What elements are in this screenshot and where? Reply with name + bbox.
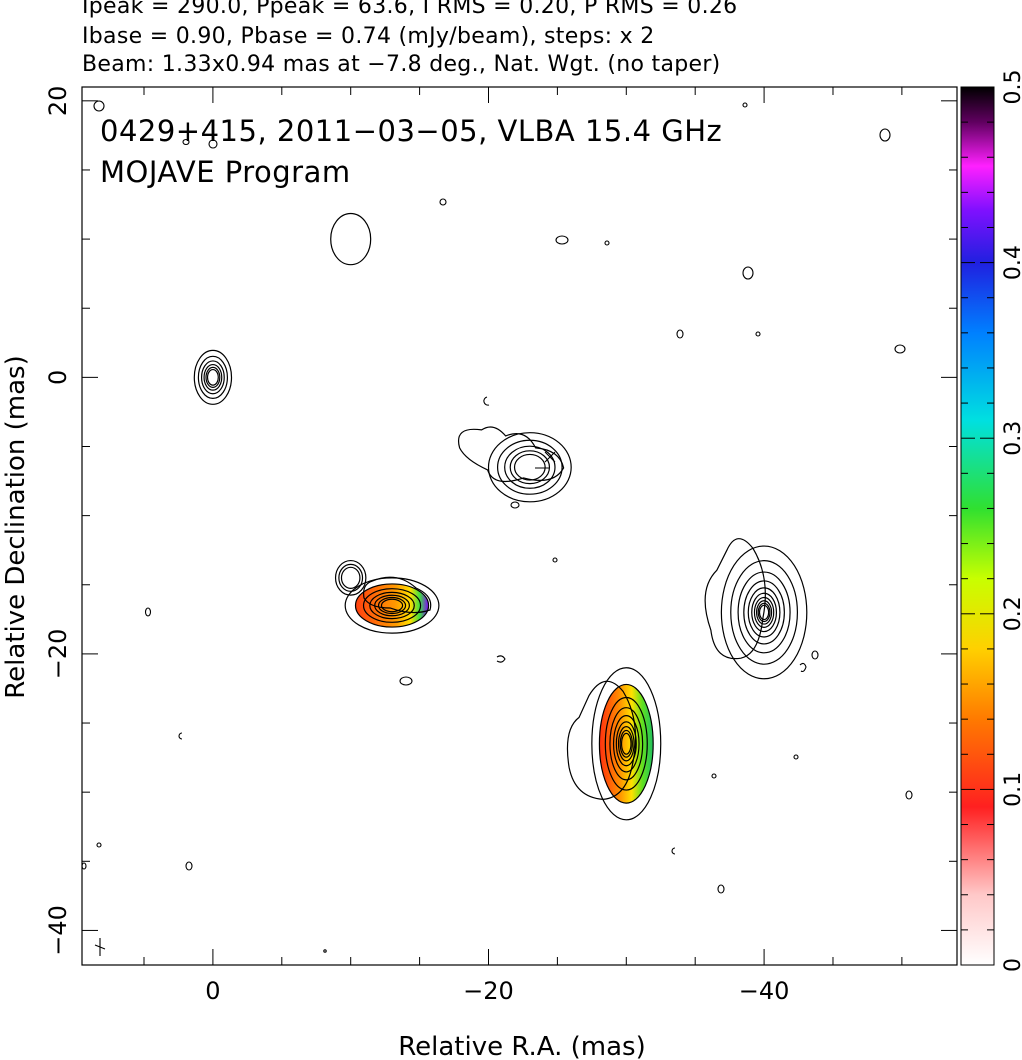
- noise-contour: [82, 862, 87, 870]
- contour-level: [757, 602, 771, 623]
- contour-envelope: [363, 576, 432, 614]
- contour-level: [737, 571, 791, 654]
- y-tick-label: 20: [44, 86, 72, 117]
- noise-contour: [483, 396, 490, 406]
- polarization-region: [599, 684, 654, 804]
- contour-level: [619, 729, 633, 758]
- polarization-region: [355, 583, 429, 628]
- contour-level: [612, 715, 640, 773]
- plot-frame: [81, 86, 958, 966]
- noise-contour: [811, 650, 819, 660]
- noise-contour: [894, 344, 906, 354]
- contour-level: [354, 583, 430, 628]
- contour-envelope: [458, 426, 565, 483]
- colorbar-tick-label: 0.1: [1001, 772, 1022, 807]
- header-line-1: Ipeak = 290.0, Ppeak = 63.6, I RMS = 0.2…: [82, 0, 738, 19]
- x-tick-label: −40: [739, 977, 790, 1005]
- contour-level: [513, 453, 546, 481]
- noise-contour: [510, 501, 520, 509]
- colorbar-tick-label: 0.4: [1001, 245, 1022, 280]
- contour-level: [334, 559, 367, 596]
- noise-contour: [552, 557, 558, 563]
- noise-contour: [793, 754, 799, 760]
- contour-level: [620, 732, 632, 755]
- noise-contour: [671, 847, 676, 855]
- noise-contour: [178, 732, 183, 740]
- colorbar-tick-label: 0: [1001, 958, 1022, 972]
- contour-level: [338, 563, 364, 592]
- contour-level: [496, 439, 563, 495]
- colorbar-tick-label: 0.5: [1001, 70, 1022, 105]
- noise-contour: [879, 128, 891, 142]
- contour-level: [340, 566, 361, 589]
- y-tick-label: −20: [44, 629, 72, 680]
- colorbar: [960, 86, 995, 966]
- noise-contour: [182, 138, 190, 146]
- contour-level: [487, 432, 572, 503]
- noise-contour: [185, 861, 193, 871]
- noise-contour: [711, 773, 717, 779]
- contour-level: [591, 667, 662, 821]
- noise-contour: [93, 100, 105, 112]
- contour-level: [747, 587, 781, 638]
- noise-contour: [604, 240, 610, 246]
- noise-contour: [535, 451, 556, 469]
- noise-contour: [96, 842, 102, 848]
- contour-level: [205, 366, 221, 388]
- contour-level: [758, 604, 770, 621]
- contour-envelope: [704, 538, 766, 660]
- beam-marker: [94, 938, 106, 956]
- x-tick-label: −20: [463, 977, 514, 1005]
- contour-level: [377, 596, 407, 615]
- contour-level: [206, 368, 219, 386]
- contour-level: [615, 721, 637, 767]
- noise-contour: [799, 662, 807, 673]
- noise-contour: [399, 676, 413, 686]
- contour-level: [609, 707, 644, 781]
- contour-level: [197, 355, 229, 399]
- contour-level: [362, 588, 422, 623]
- contour-level: [504, 445, 556, 489]
- noise-contour: [742, 102, 748, 108]
- contour-level: [203, 363, 223, 391]
- noise-contour: [439, 198, 447, 206]
- contour-level: [193, 349, 233, 405]
- contour-level: [753, 596, 775, 628]
- noise-contour: [676, 329, 684, 339]
- x-tick-label: 0: [205, 977, 220, 1005]
- contour-envelope: [566, 680, 637, 800]
- noise-contour: [555, 235, 569, 245]
- noise-contour: [323, 949, 327, 953]
- y-axis-label: Relative Declination (mas): [1, 355, 31, 698]
- contour-level: [330, 212, 372, 266]
- y-tick-label: 0: [44, 370, 72, 385]
- noise-contour: [742, 266, 754, 280]
- noise-contour: [144, 607, 152, 617]
- noise-contour: [717, 884, 725, 894]
- contour-level: [509, 450, 551, 485]
- contour-level: [751, 592, 778, 633]
- noise-contour: [496, 655, 506, 663]
- contour-level: [380, 598, 404, 613]
- noise-contour: [905, 790, 913, 800]
- contour-level: [598, 683, 654, 804]
- program-title: MOJAVE Program: [100, 155, 351, 189]
- contour-level: [200, 360, 225, 395]
- header-line-2: Ibase = 0.90, Pbase = 0.74 (mJy/beam), s…: [82, 24, 655, 49]
- x-axis-label: Relative R.A. (mas): [398, 1032, 645, 1060]
- y-tick-label: −40: [44, 905, 72, 956]
- contour-level: [720, 545, 808, 680]
- contour-level: [730, 560, 799, 665]
- header-line-3: Beam: 1.33x0.94 mas at −7.8 deg., Nat. W…: [82, 52, 721, 77]
- contour-level: [617, 726, 635, 762]
- source-title: 0429+415, 2011−03−05, VLBA 15.4 GHz: [100, 114, 723, 148]
- contour-level: [369, 591, 415, 620]
- noise-contour: [755, 331, 761, 337]
- colorbar-tick-label: 0.3: [1001, 421, 1022, 456]
- contour-level: [755, 600, 773, 625]
- noise-contour: [208, 139, 218, 149]
- colorbar-tick-label: 0.2: [1001, 596, 1022, 631]
